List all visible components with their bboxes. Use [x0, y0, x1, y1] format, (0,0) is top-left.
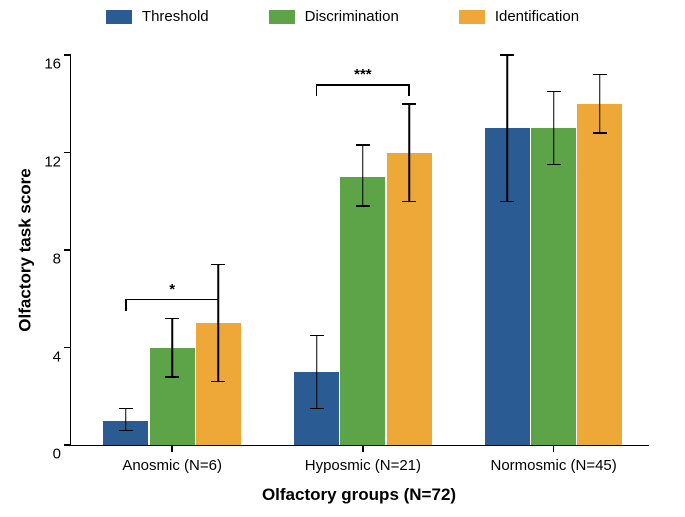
bar [340, 177, 385, 445]
error-bar [171, 318, 173, 377]
error-cap [500, 54, 514, 56]
sig-label: *** [354, 66, 372, 83]
error-cap [119, 408, 133, 410]
y-tick-label: 16 [44, 56, 71, 73]
sig-bracket [408, 84, 410, 96]
error-cap [211, 381, 225, 383]
error-cap [356, 205, 370, 207]
error-bar [316, 335, 318, 408]
x-axis-label: Olfactory groups (N=72) [262, 485, 456, 505]
legend-label: Threshold [142, 8, 209, 25]
sig-bracket [125, 299, 127, 311]
y-tick-mark [64, 444, 71, 446]
y-tick-mark [64, 347, 71, 349]
y-tick-mark [64, 54, 71, 56]
error-bar [362, 145, 364, 206]
bar [577, 104, 622, 445]
y-axis-label: Olfactory task score [16, 168, 36, 331]
sig-bracket [316, 84, 318, 96]
error-cap [119, 430, 133, 432]
x-tick-label: Hyposmic (N=21) [305, 457, 421, 474]
error-cap [310, 335, 324, 337]
error-cap [165, 318, 179, 320]
error-cap [547, 164, 561, 166]
bar [531, 128, 576, 445]
x-tick-label: Anosmic (N=6) [122, 457, 222, 474]
error-bar [507, 55, 509, 201]
error-bar [553, 92, 555, 165]
legend-label: Identification [495, 8, 579, 25]
error-bar [125, 408, 127, 430]
legend-swatch [269, 10, 295, 24]
sig-bracket [218, 299, 220, 311]
error-cap [402, 103, 416, 105]
legend-item-identification: Identification [459, 8, 579, 25]
legend-swatch [459, 10, 485, 24]
sig-bracket [317, 84, 409, 86]
y-tick-label: 0 [53, 446, 71, 463]
y-tick-mark [64, 152, 71, 154]
x-tick-mark [553, 445, 555, 452]
error-cap [547, 91, 561, 93]
x-tick-mark [171, 445, 173, 452]
chart-container: Threshold Discrimination Identification … [0, 0, 685, 517]
y-tick-label: 4 [53, 348, 71, 365]
legend: Threshold Discrimination Identification [0, 8, 685, 25]
error-cap [165, 376, 179, 378]
x-tick-label: Normosmic (N=45) [490, 457, 616, 474]
error-bar [599, 75, 601, 134]
y-tick-mark [64, 249, 71, 251]
error-bar [218, 265, 220, 382]
error-cap [356, 144, 370, 146]
error-cap [500, 201, 514, 203]
error-cap [402, 201, 416, 203]
error-cap [310, 408, 324, 410]
y-tick-label: 8 [53, 251, 71, 268]
error-cap [593, 132, 607, 134]
legend-item-threshold: Threshold [106, 8, 209, 25]
legend-item-discrimination: Discrimination [269, 8, 399, 25]
x-tick-mark [362, 445, 364, 452]
sig-label: * [169, 281, 175, 298]
sig-bracket [126, 299, 218, 301]
y-tick-label: 12 [44, 153, 71, 170]
error-cap [211, 264, 225, 266]
plot-area: 0481216Anosmic (N=6)*Hyposmic (N=21)***N… [70, 55, 649, 446]
legend-label: Discrimination [305, 8, 399, 25]
error-bar [408, 104, 410, 202]
error-cap [593, 74, 607, 76]
legend-swatch [106, 10, 132, 24]
